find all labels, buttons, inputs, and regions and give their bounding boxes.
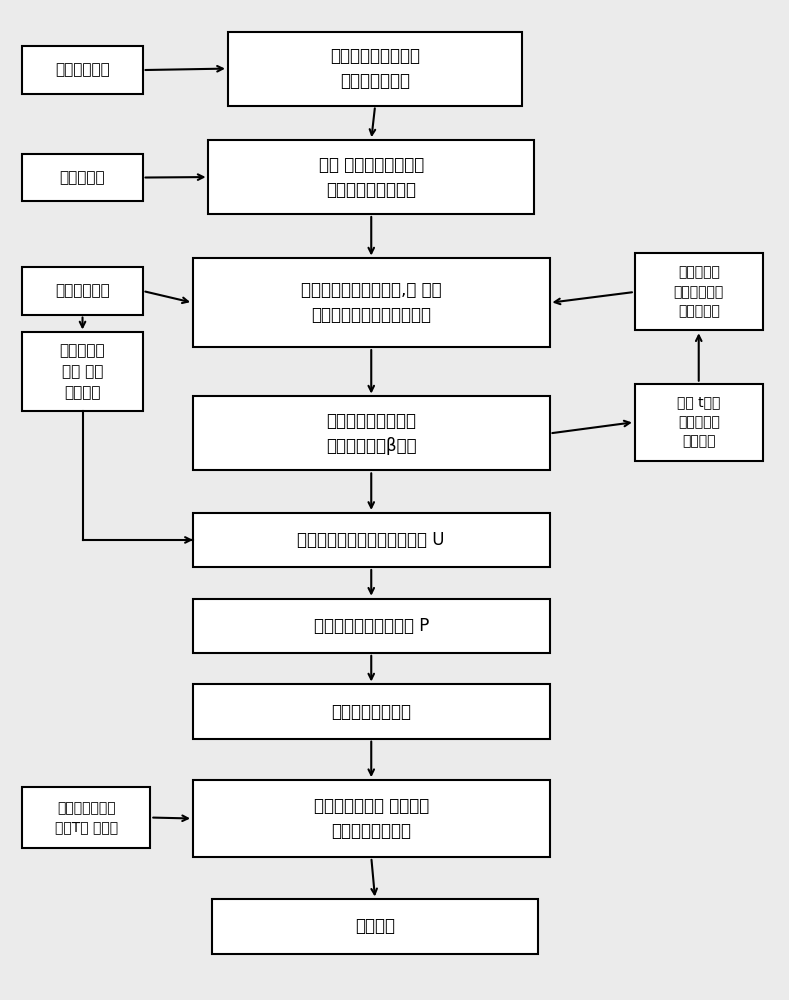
Text: 选择者类型: 选择者类型 bbox=[60, 170, 105, 185]
Text: 预测住房选择子模型
的效用方程的β系数: 预测住房选择子模型 的效用方程的β系数 bbox=[326, 412, 417, 455]
Text: 检测模型贡
献度、信任度
和拟合优度: 检测模型贡 献度、信任度 和拟合优度 bbox=[674, 265, 724, 318]
FancyBboxPatch shape bbox=[22, 154, 143, 201]
Text: 得到子模型的效用方程,并 建立
两类选择者住房选择子模型: 得到子模型的效用方程,并 建立 两类选择者住房选择子模型 bbox=[301, 281, 442, 324]
FancyBboxPatch shape bbox=[193, 780, 549, 857]
FancyBboxPatch shape bbox=[193, 599, 549, 653]
Text: 计算住房选择子模型的效用值 U: 计算住房选择子模型的效用值 U bbox=[297, 531, 445, 549]
Text: 计算 t统计
值和可调对
数似然比: 计算 t统计 值和可调对 数似然比 bbox=[677, 396, 720, 449]
FancyBboxPatch shape bbox=[193, 258, 549, 347]
Text: 获得租房于购房两类
选择者选择因素: 获得租房于购房两类 选择者选择因素 bbox=[330, 47, 420, 90]
FancyBboxPatch shape bbox=[208, 140, 534, 214]
Text: 当前住房信息: 当前住房信息 bbox=[55, 283, 110, 298]
FancyBboxPatch shape bbox=[193, 513, 549, 567]
Text: 用蒙特卡洛
方法 产生
空房信息: 用蒙特卡洛 方法 产生 空房信息 bbox=[60, 343, 105, 400]
Text: 计算累计效用概率: 计算累计效用概率 bbox=[331, 703, 411, 721]
FancyBboxPatch shape bbox=[22, 332, 143, 411]
Text: 用蒙特卡洛方法
产生T次 随机数: 用蒙特卡洛方法 产生T次 随机数 bbox=[54, 801, 118, 834]
FancyBboxPatch shape bbox=[22, 267, 143, 315]
Text: 计算住址选择效用概率 P: 计算住址选择效用概率 P bbox=[313, 617, 429, 635]
FancyBboxPatch shape bbox=[635, 253, 763, 330]
Text: 实际选择分析: 实际选择分析 bbox=[55, 63, 110, 78]
Text: 确定 两类选择者租房与
购房子模型效用变量: 确定 两类选择者租房与 购房子模型效用变量 bbox=[319, 156, 424, 199]
FancyBboxPatch shape bbox=[635, 384, 763, 461]
FancyBboxPatch shape bbox=[22, 46, 143, 94]
FancyBboxPatch shape bbox=[212, 899, 538, 954]
FancyBboxPatch shape bbox=[193, 684, 549, 739]
Text: 选择决策: 选择决策 bbox=[355, 917, 395, 935]
FancyBboxPatch shape bbox=[193, 396, 549, 470]
Text: 选择随机数落入 累计概率
区间所对应的住房: 选择随机数落入 累计概率 区间所对应的住房 bbox=[313, 797, 429, 840]
FancyBboxPatch shape bbox=[228, 32, 522, 106]
FancyBboxPatch shape bbox=[22, 787, 151, 848]
